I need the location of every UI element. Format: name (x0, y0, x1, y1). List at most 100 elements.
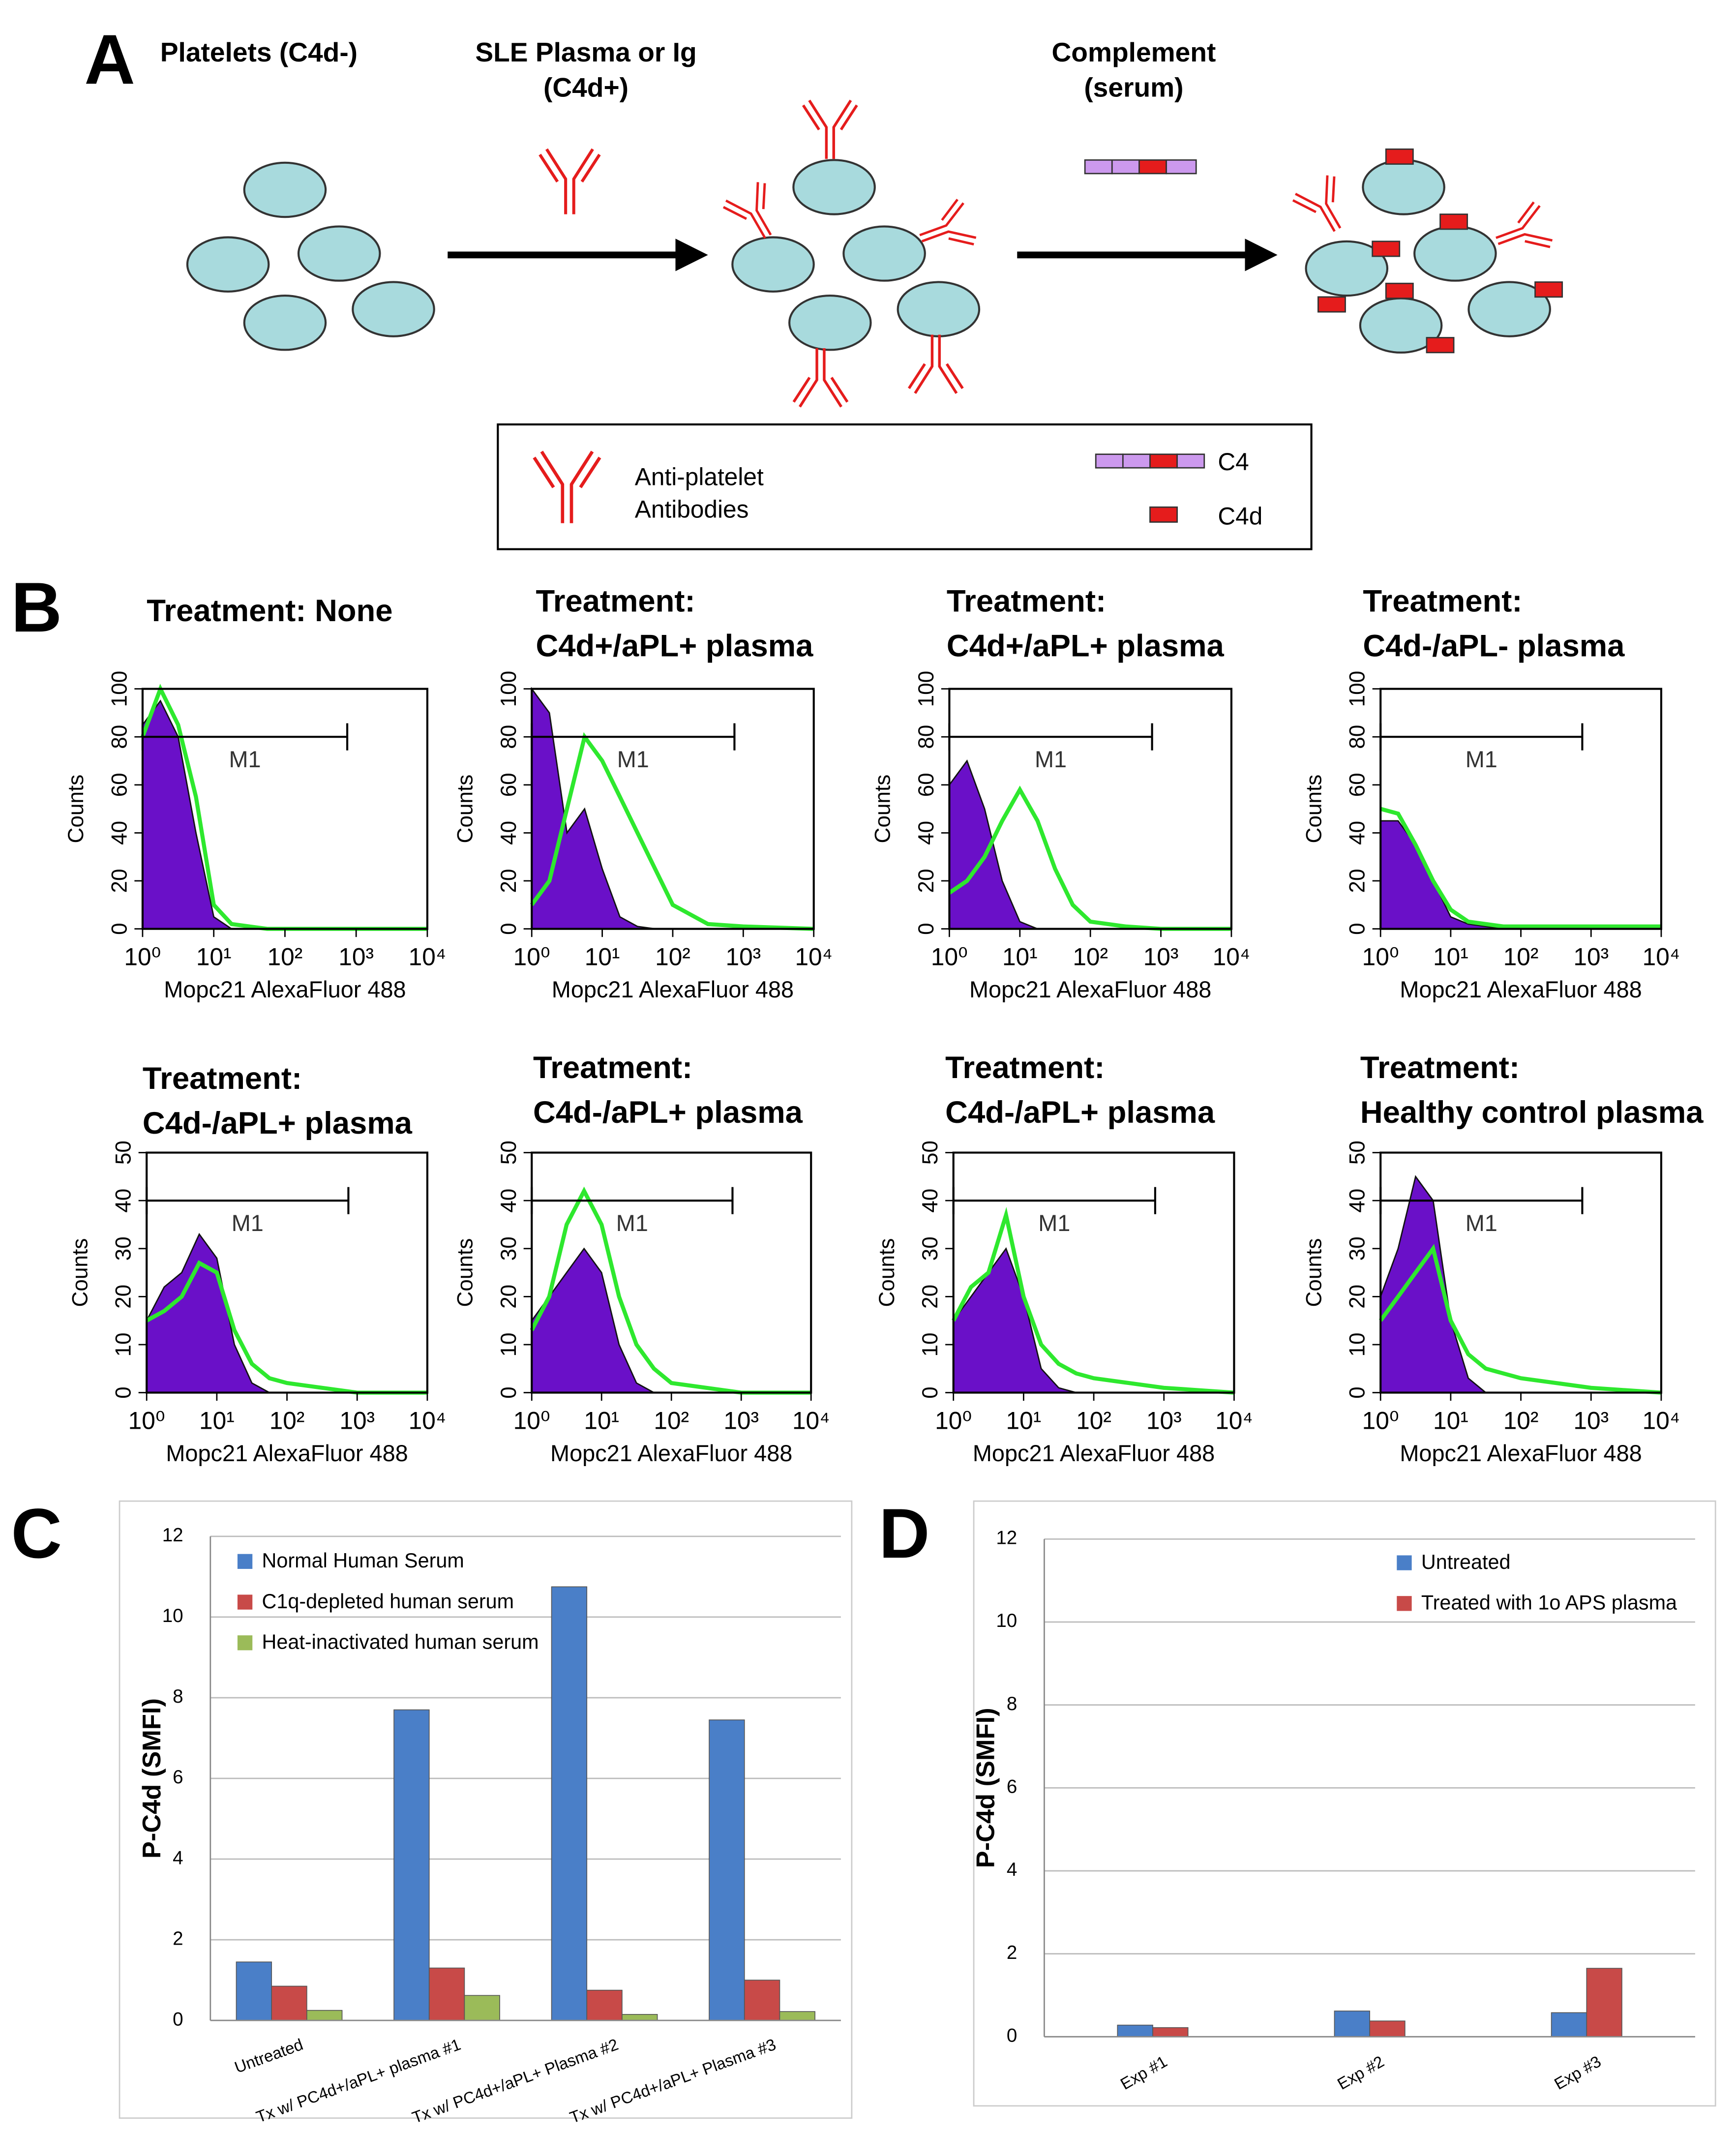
bar (622, 2014, 658, 2021)
y-tick-label: 80 (1346, 725, 1370, 749)
y-tick-label: 30 (112, 1236, 136, 1261)
y-axis-label: Counts (453, 1238, 478, 1307)
panel-letter: B (11, 568, 62, 647)
legend-label: Treated with 1o APS plasma (1421, 1592, 1677, 1614)
y-tick-label: 10 (1346, 1332, 1370, 1356)
x-tick-label: 10³ (1143, 943, 1179, 970)
x-tick-label: 10⁰ (124, 943, 161, 970)
bar (1369, 2020, 1406, 2038)
panel-title: Treatment: (1363, 584, 1522, 619)
y-tick-label: 6 (173, 1767, 183, 1788)
y-tick-label: 8 (173, 1686, 183, 1707)
y-tick-label: 100 (1346, 671, 1370, 707)
c4-part (1122, 453, 1151, 469)
x-tick-label: 10³ (1573, 1407, 1609, 1434)
arrows (448, 239, 1278, 271)
y-tick-label: 0 (112, 1386, 136, 1399)
platelet (1413, 225, 1497, 282)
legend-text: C4 (1218, 448, 1249, 476)
y-tick-label: 10 (918, 1332, 942, 1356)
y-tick-label: 0 (1346, 923, 1370, 935)
y-tick-label: 30 (918, 1236, 942, 1261)
legend-label: Heat-inactivated human serum (262, 1631, 539, 1653)
platelets (186, 159, 1551, 354)
x-tick-label: 10¹ (196, 943, 232, 970)
c4-part (1095, 453, 1124, 469)
y-tick-label: 20 (918, 1285, 942, 1309)
x-tick-label: 10¹ (584, 1407, 619, 1434)
y-tick-label: 80 (107, 725, 131, 749)
bar (586, 1989, 623, 2021)
panel-title: Treatment: (536, 584, 695, 619)
c4-part (1166, 159, 1197, 175)
y-tick-label: 0 (497, 1386, 521, 1399)
x-tick-label: 10¹ (199, 1407, 235, 1434)
c4-part (1176, 453, 1205, 469)
x-tick-label: 10² (1076, 1407, 1111, 1434)
histogram-line (146, 1260, 427, 1395)
bar (779, 2011, 815, 2021)
platelet (792, 159, 876, 215)
y-tick-label: 100 (107, 671, 131, 707)
platelet (243, 294, 327, 351)
panel-title: Treatment: (947, 584, 1106, 619)
panel-letter: D (879, 1494, 930, 1573)
platelet (1362, 159, 1445, 215)
bar (464, 1995, 500, 2021)
x-tick-label: 10⁴ (1643, 943, 1680, 970)
x-axis-label: Mopc21 AlexaFluor 488 (552, 977, 794, 1002)
platelet (1467, 281, 1551, 337)
x-tick-label: 10⁰ (1362, 943, 1399, 970)
bar (744, 1980, 780, 2021)
panel-title: Treatment: (143, 1061, 302, 1096)
x-tick-label: 10⁴ (1215, 1407, 1253, 1434)
y-tick-label: 80 (914, 725, 938, 749)
x-tick-label: 10³ (723, 1407, 759, 1434)
y-tick-label: 50 (112, 1141, 136, 1165)
gate-label: M1 (1466, 747, 1497, 772)
bar (1117, 2024, 1153, 2038)
x-tick-label: 10⁴ (409, 1407, 447, 1434)
y-tick-label: 4 (173, 1847, 183, 1868)
x-tick-label: 10² (1503, 1407, 1539, 1434)
y-tick-label: 20 (1346, 869, 1370, 893)
y-tick-label: 10 (112, 1332, 136, 1356)
x-tick-label: 10² (1503, 943, 1539, 970)
y-tick-label: 0 (173, 2009, 183, 2030)
legend-swatch (237, 1594, 253, 1610)
y-tick-label: 0 (1007, 2025, 1017, 2046)
bar (1551, 2012, 1587, 2038)
panel-letter: A (84, 20, 135, 99)
legend-swatch (237, 1635, 253, 1651)
y-tick-label: 30 (1346, 1236, 1370, 1261)
step-label: (C4d+) (543, 72, 629, 103)
y-axis-label: P-C4d (SMFI) (138, 1698, 166, 1859)
y-tick-label: 20 (497, 1285, 521, 1309)
panel-letter: C (11, 1494, 62, 1573)
bar (551, 1586, 588, 2021)
c4-molecule (1095, 453, 1205, 469)
bar (1586, 1968, 1622, 2038)
gate-label: M1 (616, 1210, 648, 1236)
y-tick-label: 8 (1007, 1693, 1017, 1714)
panel-frame (973, 1500, 1716, 2107)
platelet (352, 281, 435, 337)
y-tick-label: 0 (107, 923, 131, 935)
platelet (842, 225, 926, 282)
legend-label: Normal Human Serum (262, 1549, 464, 1572)
y-axis-label: Counts (64, 775, 88, 843)
c4d (1534, 281, 1563, 298)
x-tick-label: 10⁴ (792, 1407, 830, 1434)
x-tick-label: 10⁰ (935, 1407, 972, 1434)
y-tick-label: 60 (497, 773, 521, 797)
y-tick-label: 60 (1346, 773, 1370, 797)
step-label: Platelets (C4d-) (160, 37, 358, 67)
y-axis-label: Counts (871, 775, 895, 843)
gate-label: M1 (1035, 747, 1067, 772)
x-tick-label: 10¹ (1433, 943, 1468, 970)
legend-swatch (1397, 1596, 1412, 1611)
y-tick-label: 50 (497, 1141, 521, 1165)
y-axis-label: Counts (875, 1238, 899, 1307)
